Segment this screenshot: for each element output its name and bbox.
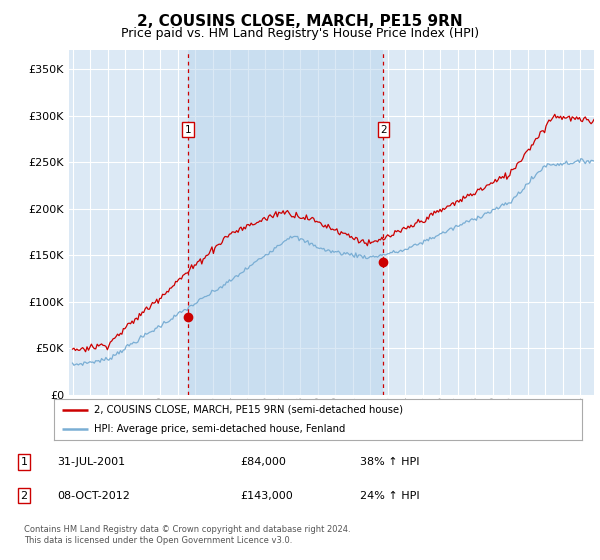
Text: 31-JUL-2001: 31-JUL-2001 — [57, 457, 125, 467]
Text: £84,000: £84,000 — [240, 457, 286, 467]
Text: 08-OCT-2012: 08-OCT-2012 — [57, 491, 130, 501]
Text: 2: 2 — [380, 124, 387, 134]
Text: Contains HM Land Registry data © Crown copyright and database right 2024.
This d: Contains HM Land Registry data © Crown c… — [24, 525, 350, 545]
Text: Price paid vs. HM Land Registry's House Price Index (HPI): Price paid vs. HM Land Registry's House … — [121, 27, 479, 40]
Text: 38% ↑ HPI: 38% ↑ HPI — [360, 457, 419, 467]
Text: £143,000: £143,000 — [240, 491, 293, 501]
Text: 2: 2 — [20, 491, 28, 501]
Text: 24% ↑ HPI: 24% ↑ HPI — [360, 491, 419, 501]
Bar — [188, 50, 383, 395]
Text: 2, COUSINS CLOSE, MARCH, PE15 9RN (semi-detached house): 2, COUSINS CLOSE, MARCH, PE15 9RN (semi-… — [94, 405, 403, 415]
Text: 2, COUSINS CLOSE, MARCH, PE15 9RN: 2, COUSINS CLOSE, MARCH, PE15 9RN — [137, 14, 463, 29]
Text: 1: 1 — [184, 124, 191, 134]
Text: 1: 1 — [20, 457, 28, 467]
Text: HPI: Average price, semi-detached house, Fenland: HPI: Average price, semi-detached house,… — [94, 423, 345, 433]
